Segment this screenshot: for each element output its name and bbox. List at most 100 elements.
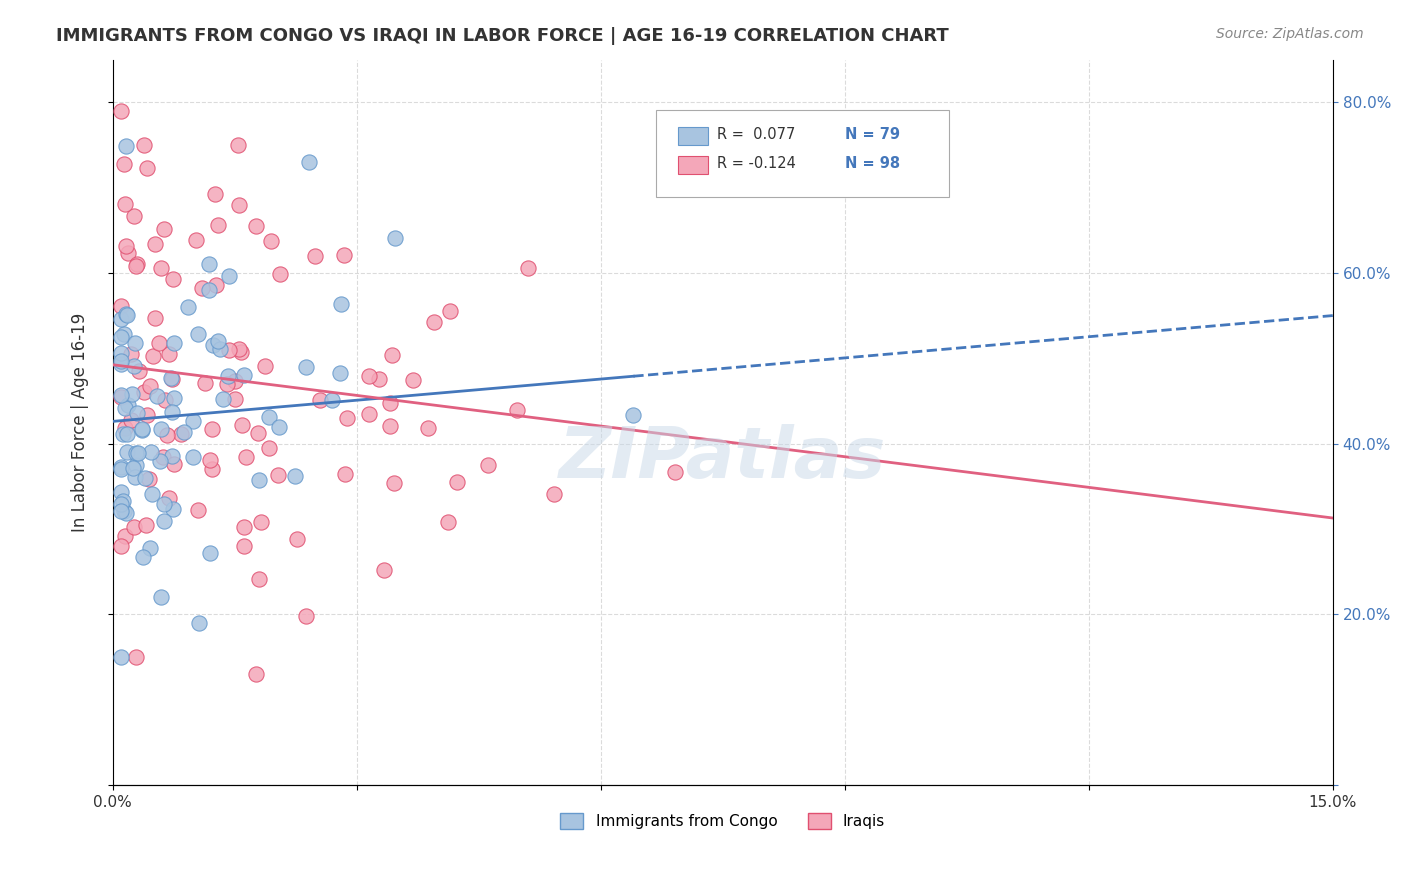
Point [198, 283, 221, 297]
Point [135, 408, 157, 422]
Point [157, 491, 180, 506]
Point [110, 388, 132, 402]
Point [146, 388, 169, 402]
Point [446, 475, 468, 489]
Point [357, 407, 380, 421]
Point [122, 520, 145, 534]
Point [115, 239, 138, 253]
Point [117, 398, 139, 412]
Point [380, 419, 402, 434]
Point [114, 401, 136, 415]
Point [110, 497, 132, 511]
Point [143, 236, 166, 251]
Point [112, 327, 135, 342]
Point [228, 197, 250, 211]
Point [380, 395, 402, 409]
Point [516, 260, 538, 275]
Point [187, 327, 209, 342]
Point [295, 609, 318, 624]
Text: R =  0.077: R = 0.077 [717, 127, 794, 142]
Point [231, 418, 253, 433]
Point [204, 186, 226, 201]
Point [332, 248, 354, 262]
Point [152, 450, 174, 464]
Point [253, 359, 276, 373]
Point [152, 514, 174, 528]
Point [139, 445, 162, 459]
Point [191, 281, 214, 295]
Point [224, 374, 246, 388]
Point [132, 384, 155, 399]
Point [139, 378, 162, 392]
Point [124, 359, 146, 374]
Point [117, 308, 139, 322]
Point [124, 210, 146, 224]
Point [124, 470, 146, 484]
Point [115, 307, 138, 321]
Point [117, 245, 139, 260]
Point [134, 138, 156, 153]
Point [120, 347, 142, 361]
Point [124, 259, 146, 273]
Point [121, 386, 143, 401]
Point [111, 494, 134, 508]
Point [267, 419, 290, 434]
Point [506, 403, 529, 417]
Point [269, 267, 291, 281]
Point [382, 475, 405, 490]
Point [110, 460, 132, 475]
Point [131, 549, 153, 564]
Point [245, 219, 267, 233]
Point [295, 359, 318, 374]
Point [368, 372, 391, 386]
Point [149, 590, 172, 604]
Point [245, 667, 267, 681]
Point [284, 469, 307, 483]
Text: ZIPatlas: ZIPatlas [560, 424, 887, 493]
Point [423, 315, 446, 329]
Point [110, 311, 132, 326]
Point [384, 230, 406, 244]
Point [207, 334, 229, 349]
Point [112, 504, 135, 518]
Point [157, 347, 180, 361]
Point [418, 421, 440, 435]
Point [110, 539, 132, 553]
Point [232, 368, 254, 382]
Point [138, 472, 160, 486]
Point [209, 343, 232, 357]
Legend: Immigrants from Congo, Iraqis: Immigrants from Congo, Iraqis [554, 807, 891, 836]
Point [247, 425, 270, 440]
Text: IMMIGRANTS FROM CONGO VS IRAQI IN LABOR FORCE | AGE 16-19 CORRELATION CHART: IMMIGRANTS FROM CONGO VS IRAQI IN LABOR … [56, 27, 949, 45]
Point [187, 615, 209, 630]
Point [287, 533, 309, 547]
Point [477, 458, 499, 472]
Point [160, 371, 183, 385]
Point [260, 234, 283, 248]
Point [110, 650, 132, 665]
Point [170, 427, 193, 442]
Point [187, 503, 209, 517]
Point [110, 358, 132, 372]
FancyBboxPatch shape [678, 156, 709, 174]
Point [135, 517, 157, 532]
Point [128, 364, 150, 378]
Point [201, 462, 224, 476]
Text: N = 79: N = 79 [845, 127, 900, 142]
Point [142, 349, 165, 363]
Point [148, 335, 170, 350]
Point [114, 529, 136, 543]
Point [257, 410, 280, 425]
Point [329, 296, 352, 310]
Point [138, 541, 160, 556]
Point [218, 343, 240, 357]
Point [110, 484, 132, 499]
Point [621, 408, 644, 422]
Point [163, 458, 186, 472]
Point [127, 445, 149, 459]
Point [224, 392, 246, 407]
Point [115, 139, 138, 153]
Point [439, 304, 461, 318]
Point [111, 426, 134, 441]
FancyBboxPatch shape [655, 111, 949, 197]
